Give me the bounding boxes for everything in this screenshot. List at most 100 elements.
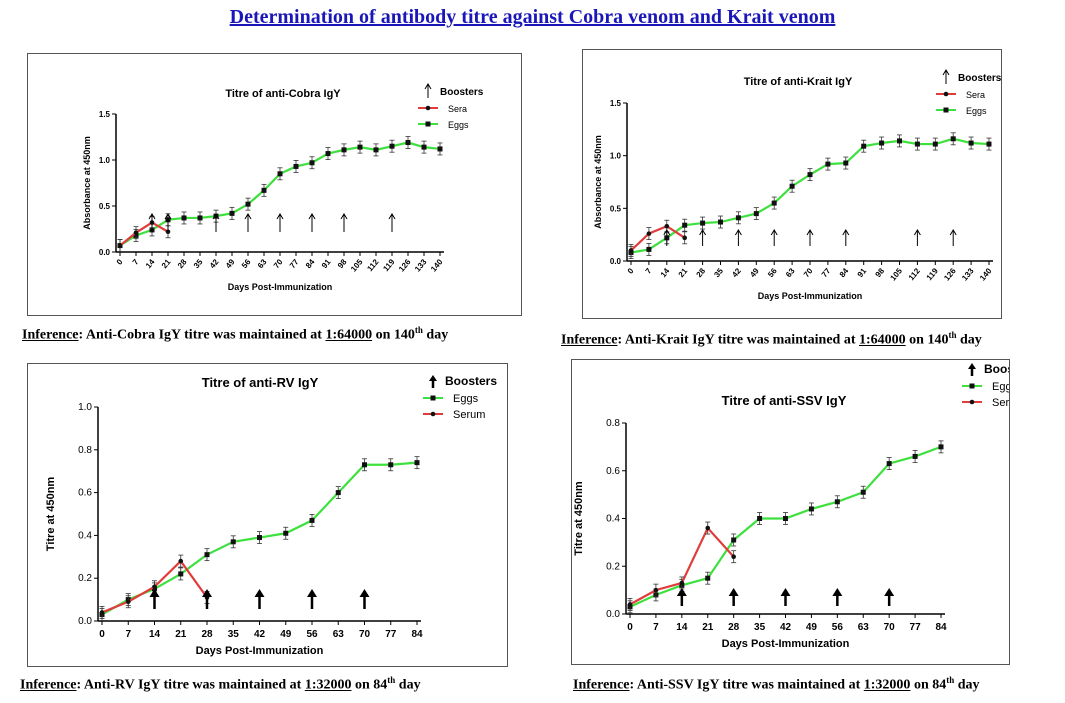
inference-text: : Anti-SSV IgY titre was maintained at xyxy=(629,677,864,693)
data-point-serum xyxy=(664,223,670,229)
legend-label: Boosters xyxy=(440,87,484,98)
booster-arrow-head xyxy=(388,213,396,220)
x-tick-label: 126 xyxy=(942,266,958,282)
x-tick-label: 63 xyxy=(333,629,345,640)
x-tick-label: 112 xyxy=(365,257,381,273)
inference-text: day xyxy=(954,677,980,693)
inference-text: on 84 xyxy=(351,677,388,693)
inference-text: on 140 xyxy=(905,332,949,348)
data-point-eggs xyxy=(245,201,251,207)
data-point-eggs xyxy=(357,144,363,150)
data-point-eggs xyxy=(843,160,849,166)
inference-text: : Anti-RV IgY titre was maintained at xyxy=(76,677,305,693)
booster-arrow-head xyxy=(949,229,957,236)
inference-ratio: 1:64000 xyxy=(858,332,906,348)
booster-arrow-head xyxy=(842,229,850,236)
inference-text: on 140 xyxy=(372,327,415,343)
booster-arrow-head xyxy=(148,213,156,220)
data-point-serum xyxy=(99,610,105,615)
data-point-eggs xyxy=(879,140,885,146)
data-point-eggs xyxy=(362,462,367,468)
series-line-sera xyxy=(630,225,686,252)
x-tick-label: 7 xyxy=(653,622,659,633)
y-tick-label: 0.4 xyxy=(606,514,620,525)
x-tick-label: 77 xyxy=(288,257,301,270)
data-point-eggs xyxy=(807,172,813,178)
data-point-eggs xyxy=(718,219,723,225)
x-tick-label: 28 xyxy=(695,266,708,279)
x-tick-label: 14 xyxy=(676,622,688,633)
data-point-eggs xyxy=(700,220,706,226)
legend-label: Sera xyxy=(448,104,467,114)
x-axis-label: Days Post-Immunization xyxy=(722,638,850,650)
booster-arrow-head xyxy=(307,589,317,597)
data-point-serum xyxy=(705,525,711,531)
x-tick-label: 7 xyxy=(131,257,141,267)
data-point-eggs xyxy=(783,516,788,521)
data-point-serum xyxy=(133,230,139,235)
legend-label: Sera xyxy=(966,90,985,100)
data-point-eggs xyxy=(309,160,315,166)
legend-label: Serum xyxy=(453,409,485,421)
x-tick-label: 7 xyxy=(644,266,654,276)
booster-arrow-head xyxy=(149,589,160,597)
data-point-serum xyxy=(125,599,131,605)
y-tick-label: 0.6 xyxy=(78,488,92,499)
chart-rv: 0.0 0.2 0.4 0.6 0.8 1.0 0 7 14 21 28 35 42 49 56 63 70 77… xyxy=(45,374,497,657)
y-tick-label: 0.8 xyxy=(606,418,620,429)
y-tick-label: 0.5 xyxy=(610,204,622,213)
x-tick-label: 7 xyxy=(125,629,131,640)
inference-ratio: 1:64000 xyxy=(325,327,373,343)
data-point-eggs xyxy=(230,539,236,545)
legend-label: Boosters xyxy=(984,362,1009,376)
x-tick-label: 56 xyxy=(240,257,253,270)
inference-sup: th xyxy=(946,675,955,685)
data-point-eggs xyxy=(388,462,394,468)
data-point-eggs xyxy=(771,200,777,206)
data-point-eggs xyxy=(705,575,711,581)
x-tick-label: 35 xyxy=(192,257,205,270)
data-point-eggs xyxy=(389,143,395,149)
legend-label: Eggs xyxy=(448,120,469,130)
chart-krait: 0.0 0.5 1.0 1.5 0 7 14 21 28 35 42 49 56 63 70 77 84 91 98… xyxy=(593,69,1001,301)
y-tick-label: 0.0 xyxy=(78,616,92,627)
data-point-eggs xyxy=(757,516,763,521)
legend-booster-icon xyxy=(424,83,432,90)
x-tick-label: 35 xyxy=(754,622,766,633)
x-tick-label: 56 xyxy=(832,622,844,633)
chart-panel-cobra: 0.0 0.5 1.0 1.5 0 7 14 21 28 35 42 49 56 63 70 77 84 91 98… xyxy=(27,53,522,316)
data-point-eggs xyxy=(897,138,902,144)
x-tick-label: 28 xyxy=(201,629,213,640)
booster-arrow-head xyxy=(308,213,316,220)
data-point-eggs xyxy=(178,571,184,577)
data-point-serum xyxy=(152,584,157,590)
x-tick-label: 49 xyxy=(806,622,818,633)
y-tick-label: 0.0 xyxy=(606,609,620,620)
booster-arrow-head xyxy=(276,213,284,220)
y-tick-label: 1.0 xyxy=(610,152,622,161)
legend-label: Serum xyxy=(992,397,1009,409)
x-tick-label: 140 xyxy=(429,257,445,273)
data-point-eggs xyxy=(437,146,443,152)
x-axis-label: Days Post-Immunization xyxy=(758,291,863,301)
x-tick-label: 105 xyxy=(889,266,905,282)
x-tick-label: 14 xyxy=(149,629,161,640)
data-point-eggs xyxy=(912,453,918,459)
legend-marker xyxy=(969,383,975,389)
data-point-eggs xyxy=(735,215,741,221)
data-point-serum xyxy=(679,580,685,586)
x-tick-label: 91 xyxy=(320,257,333,270)
y-axis-label: Absorbance at 450nm xyxy=(82,136,92,230)
x-tick-label: 70 xyxy=(272,257,285,270)
x-tick-label: 21 xyxy=(702,622,714,633)
y-axis-label: Titre at 450nm xyxy=(573,481,585,556)
x-tick-label: 0 xyxy=(115,257,125,267)
y-tick-label: 0.2 xyxy=(606,561,620,572)
data-point-eggs xyxy=(986,141,992,147)
booster-arrow-head xyxy=(676,588,687,596)
inference-krait: Inference: Anti-Krait IgY titre was main… xyxy=(561,330,982,349)
y-tick-label: 1.5 xyxy=(99,110,111,119)
x-tick-label: 63 xyxy=(256,257,269,270)
data-point-eggs xyxy=(808,506,814,512)
inference-text: on 84 xyxy=(910,677,947,693)
